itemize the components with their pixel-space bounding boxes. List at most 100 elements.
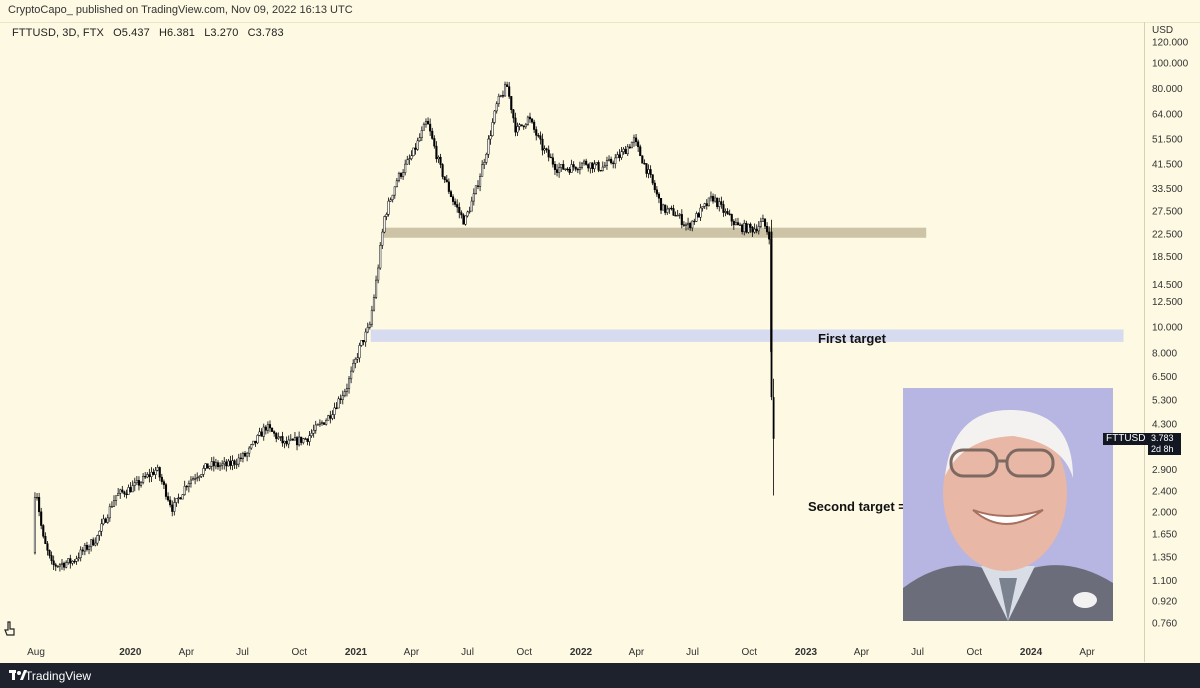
candle	[599, 169, 602, 172]
candle	[362, 340, 365, 343]
candle	[574, 166, 577, 170]
ohlc-high: H6.381	[158, 27, 196, 39]
candle	[60, 562, 64, 566]
candle	[329, 415, 332, 419]
candle	[219, 465, 222, 468]
candle	[106, 517, 109, 523]
candle	[427, 121, 430, 125]
candle	[67, 558, 70, 563]
candle	[429, 123, 432, 132]
candle	[541, 138, 544, 151]
x-tick-label: 2024	[1020, 647, 1043, 658]
candle	[52, 560, 55, 566]
candle	[456, 204, 459, 208]
candle	[437, 156, 440, 160]
candle	[185, 485, 188, 488]
candle	[117, 493, 120, 496]
candle	[747, 223, 750, 233]
candle	[33, 497, 37, 554]
candle	[256, 435, 259, 444]
candle	[549, 156, 552, 159]
candle	[724, 211, 727, 213]
candle	[493, 110, 496, 123]
candle	[768, 231, 771, 240]
y-tick-label: 10.000	[1152, 323, 1183, 334]
candle	[716, 197, 719, 207]
candle	[451, 196, 455, 202]
candle	[314, 424, 317, 431]
candle	[171, 504, 174, 512]
candle	[393, 186, 396, 196]
candle	[718, 201, 721, 207]
candle	[133, 482, 136, 486]
x-tick-label: Aug	[27, 647, 45, 658]
candle	[730, 214, 733, 222]
candle	[399, 173, 403, 177]
candle	[666, 208, 669, 213]
candle	[104, 518, 107, 523]
candle	[722, 204, 725, 213]
candle	[298, 436, 301, 446]
candle	[112, 500, 116, 507]
candle	[406, 159, 409, 165]
candle	[745, 222, 748, 233]
candle	[705, 203, 708, 207]
candle	[206, 463, 209, 469]
candle	[142, 475, 145, 483]
candle	[73, 560, 76, 563]
candle	[528, 116, 532, 120]
candle	[714, 197, 717, 202]
candle	[275, 433, 278, 439]
y-tick-label: 4.300	[1152, 420, 1177, 431]
candle	[595, 162, 598, 165]
candle	[358, 345, 361, 359]
candle	[431, 130, 434, 139]
candle	[512, 109, 515, 119]
candle	[441, 164, 444, 177]
candle	[293, 437, 297, 441]
candle	[468, 210, 471, 213]
candle	[368, 323, 371, 328]
x-tick-label: 2021	[345, 647, 368, 658]
candle	[464, 215, 467, 225]
candle	[412, 147, 415, 157]
candle	[310, 432, 313, 436]
candle	[516, 126, 519, 133]
candle	[387, 200, 390, 215]
candle	[637, 141, 640, 148]
candle	[347, 378, 351, 389]
candle	[566, 168, 569, 170]
candle	[383, 216, 386, 233]
candle	[231, 460, 234, 466]
candle	[339, 398, 342, 400]
candle	[56, 565, 59, 568]
candle	[641, 155, 644, 164]
candle	[537, 135, 540, 137]
candle	[697, 213, 700, 218]
candle	[94, 542, 97, 546]
candle	[635, 137, 638, 143]
candle	[610, 158, 613, 164]
candle	[418, 137, 421, 142]
candle	[320, 422, 324, 424]
candle	[616, 154, 619, 159]
candle	[445, 179, 448, 183]
candle	[670, 207, 673, 210]
last-price: 3.783	[1151, 433, 1174, 443]
candle	[54, 564, 57, 567]
symbol-price-tag: FTTUSD	[1103, 433, 1149, 445]
candle	[510, 96, 513, 111]
candle	[248, 447, 251, 454]
candle	[572, 164, 575, 168]
candle	[379, 245, 382, 269]
chart-frame	[0, 22, 1145, 662]
candle	[156, 467, 159, 471]
candle	[476, 185, 480, 187]
y-tick-label: 64.000	[1152, 110, 1183, 121]
candle	[225, 461, 228, 467]
candle	[553, 164, 557, 170]
candle	[302, 438, 305, 443]
candle	[479, 176, 482, 187]
candle	[460, 212, 463, 216]
